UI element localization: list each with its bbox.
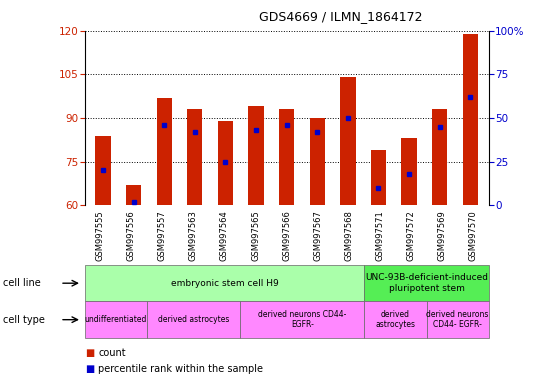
Text: GSM997566: GSM997566 bbox=[282, 210, 291, 261]
Text: GSM997568: GSM997568 bbox=[345, 210, 353, 261]
Bar bbox=[157, 98, 172, 205]
Text: ■: ■ bbox=[85, 348, 94, 358]
Text: GSM997556: GSM997556 bbox=[127, 210, 136, 261]
Text: GSM997564: GSM997564 bbox=[220, 210, 229, 261]
Text: GDS4669 / ILMN_1864172: GDS4669 / ILMN_1864172 bbox=[259, 10, 423, 23]
Text: derived astrocytes: derived astrocytes bbox=[158, 315, 229, 324]
Text: GSM997569: GSM997569 bbox=[437, 210, 447, 261]
Bar bbox=[248, 106, 264, 205]
Text: derived neurons
CD44- EGFR-: derived neurons CD44- EGFR- bbox=[426, 310, 489, 329]
Text: cell type: cell type bbox=[3, 314, 45, 325]
Text: GSM997557: GSM997557 bbox=[158, 210, 167, 261]
Text: UNC-93B-deficient-induced
pluripotent stem: UNC-93B-deficient-induced pluripotent st… bbox=[365, 273, 488, 293]
Bar bbox=[462, 34, 478, 205]
Bar bbox=[371, 150, 386, 205]
Bar bbox=[96, 136, 111, 205]
Bar bbox=[218, 121, 233, 205]
Text: embryonic stem cell H9: embryonic stem cell H9 bbox=[170, 279, 278, 288]
Text: undifferentiated: undifferentiated bbox=[85, 315, 147, 324]
Text: GSM997565: GSM997565 bbox=[251, 210, 260, 261]
Bar bbox=[340, 77, 355, 205]
Text: GSM997571: GSM997571 bbox=[376, 210, 384, 261]
Bar bbox=[432, 109, 447, 205]
Text: derived neurons CD44-
EGFR-: derived neurons CD44- EGFR- bbox=[258, 310, 346, 329]
Text: GSM997567: GSM997567 bbox=[313, 210, 322, 261]
Text: GSM997555: GSM997555 bbox=[96, 210, 105, 260]
Text: GSM997563: GSM997563 bbox=[189, 210, 198, 261]
Text: derived
astrocytes: derived astrocytes bbox=[376, 310, 416, 329]
Bar bbox=[310, 118, 325, 205]
Text: count: count bbox=[98, 348, 126, 358]
Text: percentile rank within the sample: percentile rank within the sample bbox=[98, 364, 263, 374]
Bar bbox=[401, 139, 417, 205]
Bar bbox=[187, 109, 203, 205]
Bar bbox=[279, 109, 294, 205]
Text: GSM997570: GSM997570 bbox=[468, 210, 478, 261]
Text: cell line: cell line bbox=[3, 278, 40, 288]
Text: ■: ■ bbox=[85, 364, 94, 374]
Bar bbox=[126, 185, 141, 205]
Text: GSM997572: GSM997572 bbox=[406, 210, 416, 261]
